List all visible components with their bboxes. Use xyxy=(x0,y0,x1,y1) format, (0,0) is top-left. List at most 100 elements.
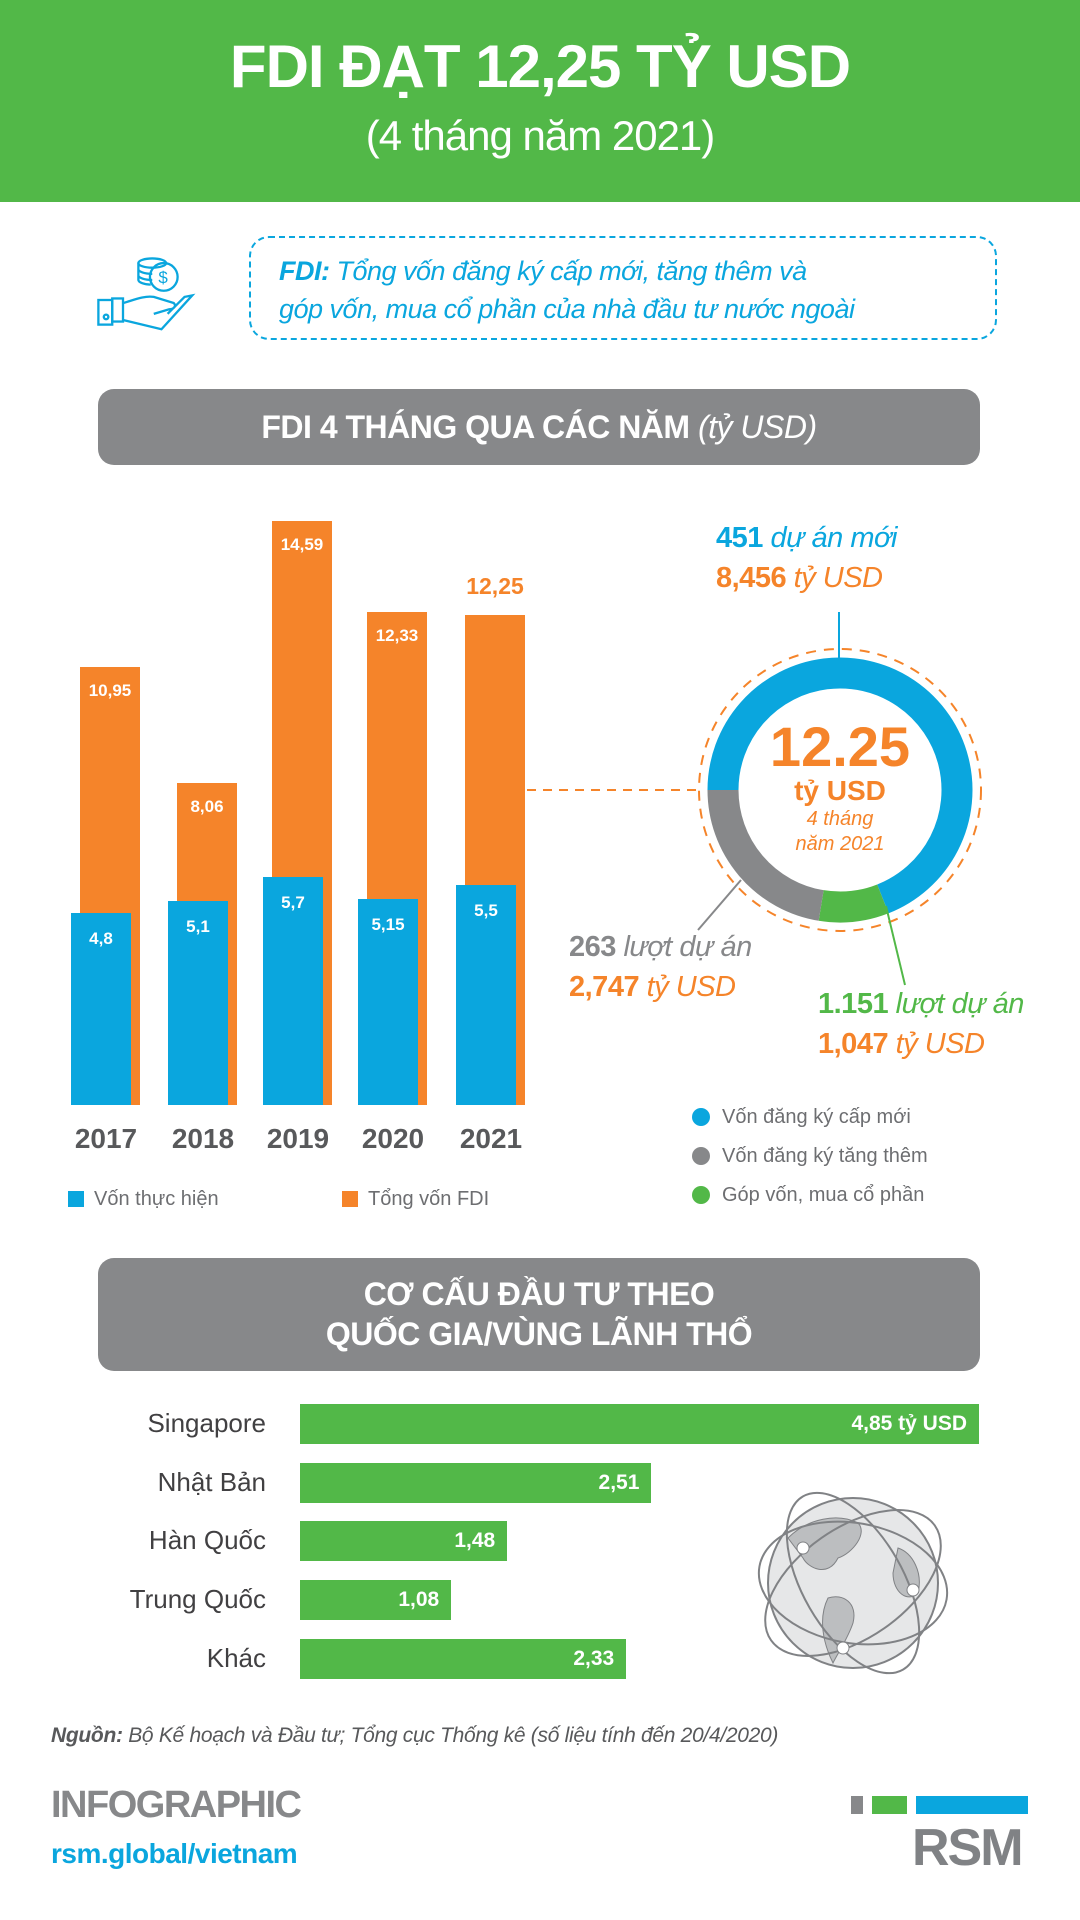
donut-center-period: 4 tháng xyxy=(806,808,874,830)
definition-term: FDI: xyxy=(279,256,330,286)
country-bar: 1,08 xyxy=(300,1580,452,1620)
bar-label-total-2017: 10,95 xyxy=(88,681,132,700)
legend-dot xyxy=(692,1108,710,1126)
donut-slice-1 xyxy=(818,884,889,923)
bar-disbursed-2017 xyxy=(71,913,131,1105)
bar-label-total-2019: 14,59 xyxy=(280,535,324,555)
donut-outer-dashed-ring xyxy=(698,648,982,932)
source-label: Nguồn: xyxy=(51,1724,123,1747)
ann-value: 2,747 xyxy=(569,971,640,1003)
year-label-2020: 2020 xyxy=(361,1123,425,1154)
pointer-line-share xyxy=(885,905,906,986)
donut-slice-0 xyxy=(707,657,973,914)
bar-label-disbursed-2019: 5,7 xyxy=(281,893,305,912)
annotation-increase-projects: 263 lượt dự án 2,747 tỷ USD xyxy=(569,927,752,1007)
legend-swatch xyxy=(342,1191,358,1207)
ann-count: 451 xyxy=(716,522,763,554)
country-bar: 1,48 xyxy=(300,1521,508,1561)
page-subtitle: (4 tháng năm 2021) xyxy=(365,112,716,159)
ann-count: 263 xyxy=(569,931,616,963)
year-label-2021: 2021 xyxy=(459,1123,523,1154)
country-label: Singapore xyxy=(147,1408,266,1438)
annotation-new-projects: 451 dự án mới 8,456 tỷ USD xyxy=(716,518,897,598)
section2-line2: QUỐC GIA/VÙNG LÃNH THỔ xyxy=(325,1316,753,1352)
logo-bar-green xyxy=(872,1796,907,1814)
legend-item-tong-von-fdi: Tổng vốn FDI xyxy=(342,1188,489,1211)
ann-unit: tỷ USD xyxy=(793,562,883,594)
country-bar-value: 1,08 xyxy=(398,1588,440,1611)
logo-bar-gray xyxy=(851,1796,863,1814)
legend-item-new: Vốn đăng ký cấp mới xyxy=(692,1106,911,1129)
header-banner xyxy=(0,0,1080,202)
legend-label: Vốn đăng ký tăng thêm xyxy=(722,1145,928,1167)
year-label-2019: 2019 xyxy=(266,1123,330,1154)
bar-label-total-2018: 8,06 xyxy=(190,796,224,816)
ann-count: 1.151 xyxy=(818,988,889,1020)
year-label-2018: 2018 xyxy=(171,1123,235,1154)
page-title: FDI ĐẠT 12,25 TỶ USD xyxy=(229,33,851,100)
section2-line1: CƠ CẤU ĐẦU TƯ THEO xyxy=(363,1276,715,1312)
svg-text:$: $ xyxy=(158,268,168,287)
year-label-2017: 2017 xyxy=(74,1123,138,1154)
country-label: Nhật Bản xyxy=(157,1467,266,1497)
section-title-by-country: CƠ CẤU ĐẦU TƯ THEO QUỐC GIA/VÙNG LÃNH TH… xyxy=(98,1258,980,1371)
fdi-donut-chart xyxy=(527,612,982,986)
brand-url-link[interactable]: rsm.global/vietnam xyxy=(51,1838,298,1869)
ann-count-text: dự án mới xyxy=(770,522,897,554)
logo-bar-blue xyxy=(916,1796,1028,1814)
ann-count-text: lượt dự án xyxy=(623,931,752,963)
bar-disbursed-2021 xyxy=(456,885,516,1105)
section1-unit: (tỷ USD) xyxy=(697,409,817,445)
donut-slice-2 xyxy=(707,789,825,921)
country-bar-value: 4,85 tỷ USD xyxy=(851,1412,967,1435)
source-text: Bộ Kế hoạch và Đầu tư; Tổng cục Thống kê… xyxy=(128,1724,779,1747)
bar-label-disbursed-2018: 5,1 xyxy=(186,917,210,936)
donut-center-unit: tỷ USD xyxy=(794,775,886,806)
section-title-fdi-by-year: FDI 4 THÁNG QUA CÁC NĂM (tỷ USD) xyxy=(98,389,980,465)
brand-infographic: INFOGRAPHIC xyxy=(51,1784,302,1826)
legend-label: Vốn đăng ký cấp mới xyxy=(722,1106,911,1128)
ann-unit: tỷ USD xyxy=(895,1028,985,1060)
country-label: Trung Quốc xyxy=(129,1584,266,1614)
bar-label-disbursed-2017: 4,8 xyxy=(89,929,113,948)
legend-dot xyxy=(692,1147,710,1165)
definition-box: FDI: Tổng vốn đăng ký cấp mới, tăng thêm… xyxy=(249,236,997,340)
country-bar-value: 2,33 xyxy=(573,1647,615,1670)
bar-disbursed-2019 xyxy=(263,877,323,1105)
source-note: Nguồn: Bộ Kế hoạch và Đầu tư; Tổng cục T… xyxy=(51,1724,778,1748)
donut-center: 12.25 tỷ USD 4 tháng năm 2021 xyxy=(740,718,940,856)
legend-label: Vốn thực hiện xyxy=(94,1188,219,1210)
bar-disbursed-2020 xyxy=(358,899,418,1105)
country-bar: 4,85 tỷ USD xyxy=(300,1404,979,1444)
legend-item-increase: Vốn đăng ký tăng thêm xyxy=(692,1145,928,1168)
annotation-share-purchase: 1.151 lượt dự án 1,047 tỷ USD xyxy=(818,984,1024,1064)
country-bar: 2,51 xyxy=(300,1463,652,1503)
country-bar: 2,33 xyxy=(300,1639,627,1679)
ann-value: 1,047 xyxy=(818,1028,889,1060)
country-label: Hàn Quốc xyxy=(148,1525,266,1555)
hand-coins-icon: $ xyxy=(97,257,196,331)
donut-center-year: năm 2021 xyxy=(795,833,885,855)
bar-label-disbursed-2020: 5,15 xyxy=(371,915,405,934)
legend-swatch xyxy=(68,1191,84,1207)
bar-label-total-2021: 12,25 xyxy=(466,573,524,599)
ann-count-text: lượt dự án xyxy=(895,988,1025,1020)
definition-line1: Tổng vốn đăng ký cấp mới, tăng thêm và xyxy=(336,256,808,286)
rsm-logo: RSM xyxy=(912,1819,1024,1877)
globe-icon xyxy=(757,1491,949,1675)
section1-title: FDI 4 THÁNG QUA CÁC NĂM xyxy=(261,409,690,445)
pointer-line-increase xyxy=(697,879,742,931)
ann-value: 8,456 xyxy=(716,562,787,594)
ann-unit: tỷ USD xyxy=(646,971,736,1003)
legend-item-share: Góp vốn, mua cổ phần xyxy=(692,1184,924,1207)
bar-label-disbursed-2021: 5,5 xyxy=(474,901,498,920)
country-label: Khác xyxy=(206,1643,266,1673)
legend-label: Góp vốn, mua cổ phần xyxy=(722,1184,925,1206)
legend-item-von-thuc-hien: Vốn thực hiện xyxy=(68,1188,219,1211)
country-bar-value: 1,48 xyxy=(454,1529,496,1552)
donut-center-value: 12.25 xyxy=(769,715,911,778)
legend-dot xyxy=(692,1186,710,1204)
country-bar-value: 2,51 xyxy=(598,1471,640,1494)
bar-disbursed-2018 xyxy=(168,901,228,1105)
legend-label: Tổng vốn FDI xyxy=(368,1188,490,1210)
